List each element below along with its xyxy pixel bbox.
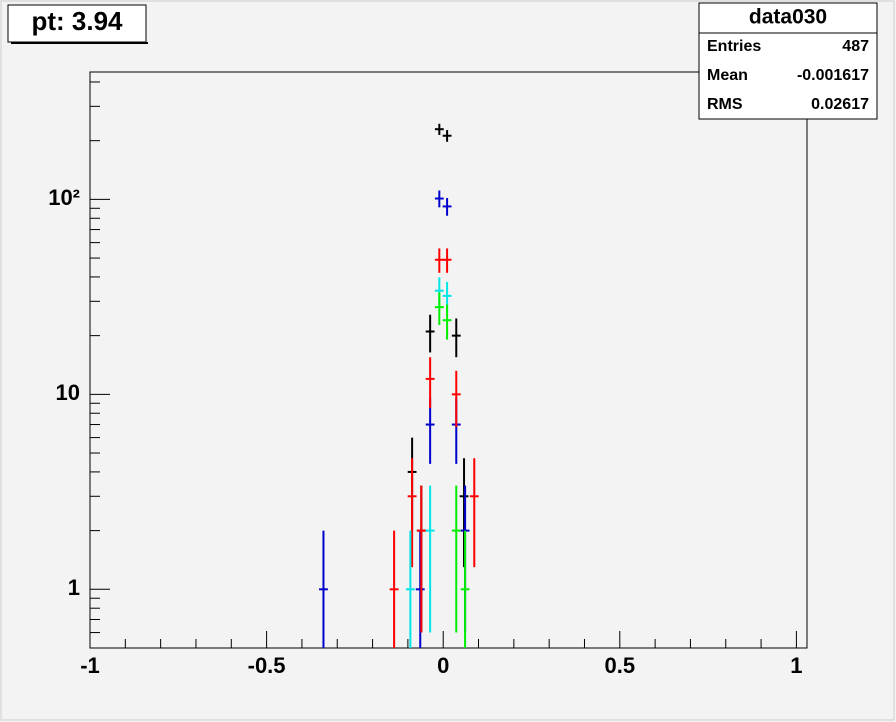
- x-tick-label: 1: [790, 653, 802, 678]
- stats-value: -0.001617: [797, 67, 869, 84]
- y-tick-label: 1: [68, 575, 80, 600]
- stats-title: data030: [749, 6, 827, 29]
- stats-label: Mean: [707, 67, 748, 84]
- stats-label: Entries: [707, 38, 761, 55]
- stats-value: 0.02617: [811, 96, 869, 113]
- x-tick-label: -1: [80, 653, 100, 678]
- frame: [89, 71, 808, 649]
- x-tick-label: 0.5: [605, 653, 636, 678]
- stats-box: [698, 2, 878, 120]
- y-tick-label: 10²: [48, 185, 80, 210]
- stats-label: RMS: [707, 96, 743, 113]
- stats-value: 487: [842, 38, 869, 55]
- x-tick-label: -0.5: [248, 653, 286, 678]
- x-tick-label: 0: [437, 653, 449, 678]
- chart-title: pt: 3.94: [31, 6, 123, 36]
- title-box: [7, 4, 147, 43]
- y-tick-label: 10: [56, 380, 80, 405]
